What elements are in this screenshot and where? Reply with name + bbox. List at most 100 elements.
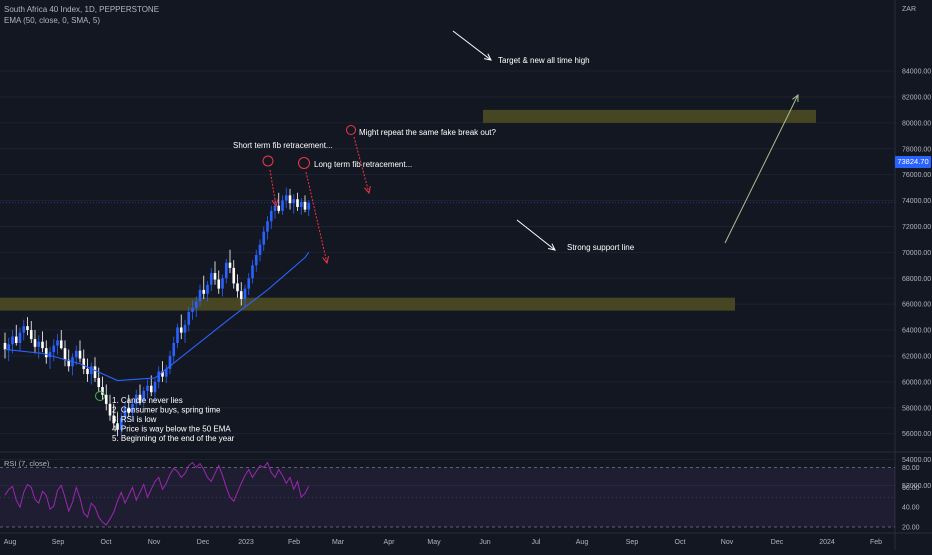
time-tick-label: Aug	[576, 539, 589, 546]
candle-body	[254, 254, 258, 266]
candle-body	[179, 327, 183, 333]
time-tick-label: Dec	[771, 539, 784, 546]
breakout-annotation: Might repeat the same fake break out?	[359, 128, 497, 137]
note-line: 2. Consumer buys, spring time	[112, 406, 221, 415]
rsi-band	[0, 467, 895, 528]
time-tick-label: Sep	[52, 539, 65, 546]
note-line: 5. Beginning of the end of the year	[112, 434, 235, 443]
candle-body	[86, 368, 89, 375]
candle-body	[146, 385, 149, 391]
time-tick-label: Sep	[626, 539, 639, 546]
rsi-tick-label: 20.00	[902, 525, 920, 532]
time-tick-label: Aug	[4, 539, 17, 546]
time-tick-label: Jun	[479, 539, 490, 546]
candle-body	[74, 350, 78, 358]
arrow-head	[322, 256, 330, 265]
candle-body	[56, 340, 59, 346]
time-tick-label: 2023	[238, 539, 254, 546]
arrow-head	[484, 53, 492, 61]
target-pointer-arrow	[452, 30, 492, 61]
candle-body	[251, 265, 254, 279]
fib-circle-short	[262, 155, 274, 167]
time-tick-label: Apr	[384, 539, 396, 546]
price-tick-label: 84000.00	[902, 69, 931, 76]
long-fib-annotation: Long term fib retracement...	[314, 160, 412, 169]
candle-body	[119, 418, 123, 430]
candle-body	[213, 273, 217, 280]
candle-body	[29, 330, 33, 340]
rsi-tick-label: 80.00	[902, 465, 920, 472]
price-tick-label: 52000.00	[902, 483, 931, 490]
price-tick-label: 78000.00	[902, 146, 931, 153]
candle-body	[194, 301, 198, 309]
candle-body	[14, 336, 18, 343]
candle-body	[303, 201, 307, 210]
candle-body	[26, 326, 29, 331]
rsi-tick-label: 40.00	[902, 505, 920, 512]
candle-body	[198, 289, 202, 302]
currency-label: ZAR	[902, 6, 916, 13]
candle-body	[281, 200, 284, 211]
breakout-arrow	[353, 136, 371, 195]
support-zone	[0, 297, 735, 311]
arrow-shaft	[724, 94, 799, 244]
candle-body	[138, 394, 142, 400]
candle-body	[288, 195, 292, 204]
arrow-head	[792, 93, 799, 103]
price-tick-label: 70000.00	[902, 250, 931, 257]
arrow-head	[271, 199, 279, 208]
candle-body	[127, 407, 131, 413]
candle-body	[247, 278, 251, 289]
candle-body	[224, 262, 228, 279]
price-tick-label: 60000.00	[902, 379, 931, 386]
candle-body	[37, 341, 41, 347]
price-tick-label: 62000.00	[902, 353, 931, 360]
candle-body	[236, 283, 239, 292]
price-tick-label: 72000.00	[902, 224, 931, 231]
candle-body	[183, 324, 187, 333]
candle-body	[269, 210, 273, 222]
long-fib-arrow	[305, 171, 330, 265]
candle-body	[164, 368, 168, 377]
candle-body	[108, 403, 112, 416]
ema-line	[4, 252, 310, 382]
candle-body	[292, 199, 296, 204]
candle-body	[243, 288, 247, 299]
candle-body	[149, 385, 153, 393]
candle-body	[3, 343, 7, 350]
short-fib-annotation: Short term fib retracement...	[233, 141, 333, 150]
rsi-tick-label: 60.00	[902, 485, 920, 492]
candle-body	[299, 201, 303, 208]
fib-circle-long	[298, 157, 310, 169]
arrow-shaft	[516, 219, 556, 251]
candle-body	[239, 291, 243, 299]
time-tick-label: Nov	[721, 539, 734, 546]
candle-body	[82, 358, 86, 369]
candle-body	[52, 345, 56, 353]
candle-body	[142, 390, 146, 400]
price-tick-label: 80000.00	[902, 120, 931, 127]
last-price-badge: 73824.70	[895, 156, 931, 168]
price-tick-label: 68000.00	[902, 276, 931, 283]
note-line: 3. RSI is low	[112, 415, 157, 424]
price-tick-label: 64000.00	[902, 328, 931, 335]
candles	[3, 187, 311, 437]
time-tick-label: Nov	[148, 539, 161, 546]
note-line: 4. Price is way below the 50 EMA	[112, 425, 231, 434]
candle-body	[258, 244, 262, 255]
arrow-head	[548, 243, 556, 251]
candle-body	[78, 350, 82, 359]
breakout-circle	[346, 125, 356, 135]
symbol-title: South Africa 40 Index, 1D, PEPPERSTONE	[4, 5, 160, 14]
note-line: 1. Candle never lies	[112, 396, 183, 405]
candle-body	[187, 311, 191, 325]
candle-body	[307, 202, 311, 210]
time-tick-label: Oct	[101, 539, 112, 546]
indicator-legend[interactable]: EMA (50, close, 0, SMA, 5)	[4, 16, 101, 25]
candle-body	[172, 343, 176, 356]
candle-body	[284, 195, 288, 201]
candle-body	[93, 366, 97, 378]
candle-body	[131, 403, 134, 413]
